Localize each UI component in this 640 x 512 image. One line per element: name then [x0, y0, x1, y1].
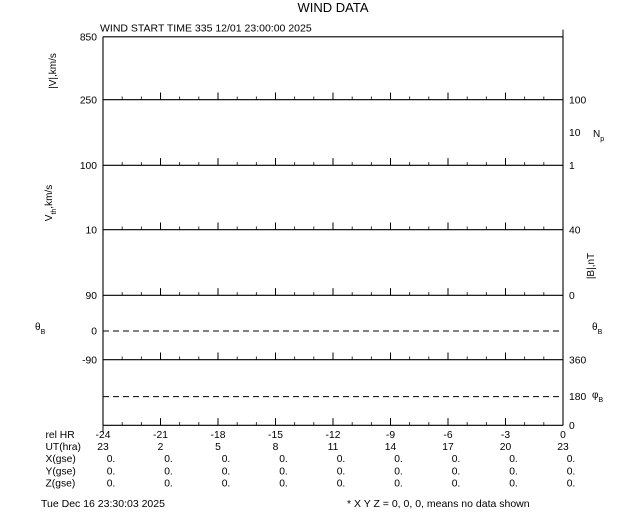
svg-text:|V|,km/s: |V|,km/s: [48, 53, 59, 89]
svg-text:Y(gse): Y(gse): [46, 466, 76, 477]
svg-text:250: 250: [80, 95, 97, 106]
svg-text:-90: -90: [82, 355, 97, 366]
svg-text:360: 360: [569, 355, 586, 366]
svg-text:X(gse): X(gse): [46, 454, 76, 465]
svg-text:0.: 0.: [567, 454, 576, 465]
svg-text:0.: 0.: [107, 454, 116, 465]
svg-text:0.: 0.: [509, 479, 518, 490]
svg-text:0.: 0.: [394, 479, 403, 490]
svg-text:0.: 0.: [164, 479, 173, 490]
svg-text:100: 100: [80, 161, 97, 172]
svg-text:0: 0: [560, 430, 566, 441]
svg-text:100: 100: [569, 95, 586, 106]
svg-text:8: 8: [273, 442, 279, 453]
svg-text:0.: 0.: [107, 479, 116, 490]
svg-text:-3: -3: [501, 430, 510, 441]
svg-text:* X Y Z = 0, 0, 0, means no da: * X Y Z = 0, 0, 0, means no data shown: [347, 498, 530, 510]
svg-text:850: 850: [80, 32, 97, 43]
svg-text:WIND START TIME 335 12/01 23:0: WIND START TIME 335 12/01 23:00:00 2025: [100, 23, 312, 35]
svg-text:5: 5: [215, 442, 221, 453]
svg-text:23: 23: [557, 442, 569, 453]
svg-text:-6: -6: [443, 430, 452, 441]
svg-text:-9: -9: [386, 430, 395, 441]
svg-text:Tue Dec 16 23:30:03 2025: Tue Dec 16 23:30:03 2025: [41, 498, 165, 510]
svg-text:θB: θB: [35, 322, 46, 336]
svg-text:17: 17: [442, 442, 454, 453]
svg-text:0.: 0.: [222, 479, 231, 490]
svg-text:0.: 0.: [452, 479, 461, 490]
svg-text:1: 1: [569, 161, 575, 172]
svg-text:11: 11: [328, 442, 339, 453]
svg-text:WIND DATA: WIND DATA: [297, 0, 368, 15]
svg-text:0.: 0.: [452, 454, 461, 465]
svg-text:90: 90: [86, 291, 98, 302]
svg-text:14: 14: [385, 442, 397, 453]
svg-text:θB: θB: [592, 322, 603, 336]
svg-text:0.: 0.: [394, 454, 403, 465]
svg-text:-24: -24: [96, 430, 111, 441]
svg-text:0.: 0.: [509, 454, 518, 465]
svg-text:0.: 0.: [394, 466, 403, 477]
svg-text:rel HR: rel HR: [46, 430, 75, 441]
svg-text:0: 0: [91, 327, 97, 338]
svg-text:0.: 0.: [452, 466, 461, 477]
svg-text:0.: 0.: [567, 466, 576, 477]
svg-text:0.: 0.: [279, 466, 288, 477]
svg-text:0.: 0.: [337, 454, 346, 465]
svg-text:20: 20: [500, 442, 512, 453]
svg-text:0.: 0.: [107, 466, 116, 477]
svg-text:0: 0: [569, 421, 575, 432]
svg-text:23: 23: [97, 442, 109, 453]
svg-text:0.: 0.: [279, 479, 288, 490]
svg-text:10: 10: [86, 225, 98, 236]
svg-text:0.: 0.: [567, 479, 576, 490]
svg-text:-21: -21: [153, 430, 168, 441]
svg-text:φB: φB: [592, 390, 603, 404]
svg-text:Z(gse): Z(gse): [46, 479, 76, 490]
svg-text:Vth,km/s: Vth,km/s: [44, 185, 58, 221]
svg-text:-15: -15: [268, 430, 283, 441]
svg-text:40: 40: [569, 225, 581, 236]
svg-text:0.: 0.: [222, 466, 231, 477]
svg-text:UT(hra): UT(hra): [46, 442, 81, 453]
svg-text:0.: 0.: [279, 454, 288, 465]
svg-text:180: 180: [569, 392, 586, 403]
svg-text:0.: 0.: [222, 454, 231, 465]
svg-text:-18: -18: [211, 430, 226, 441]
svg-text:2: 2: [158, 442, 164, 453]
svg-text:-12: -12: [326, 430, 341, 441]
svg-text:0.: 0.: [337, 479, 346, 490]
svg-text:0.: 0.: [164, 454, 173, 465]
svg-text:10: 10: [569, 128, 581, 139]
svg-text:0.: 0.: [164, 466, 173, 477]
svg-text:0: 0: [569, 291, 575, 302]
svg-text:Np: Np: [593, 129, 604, 143]
svg-text:|B|,nT: |B|,nT: [586, 253, 597, 279]
svg-text:0.: 0.: [337, 466, 346, 477]
svg-text:0.: 0.: [509, 466, 518, 477]
